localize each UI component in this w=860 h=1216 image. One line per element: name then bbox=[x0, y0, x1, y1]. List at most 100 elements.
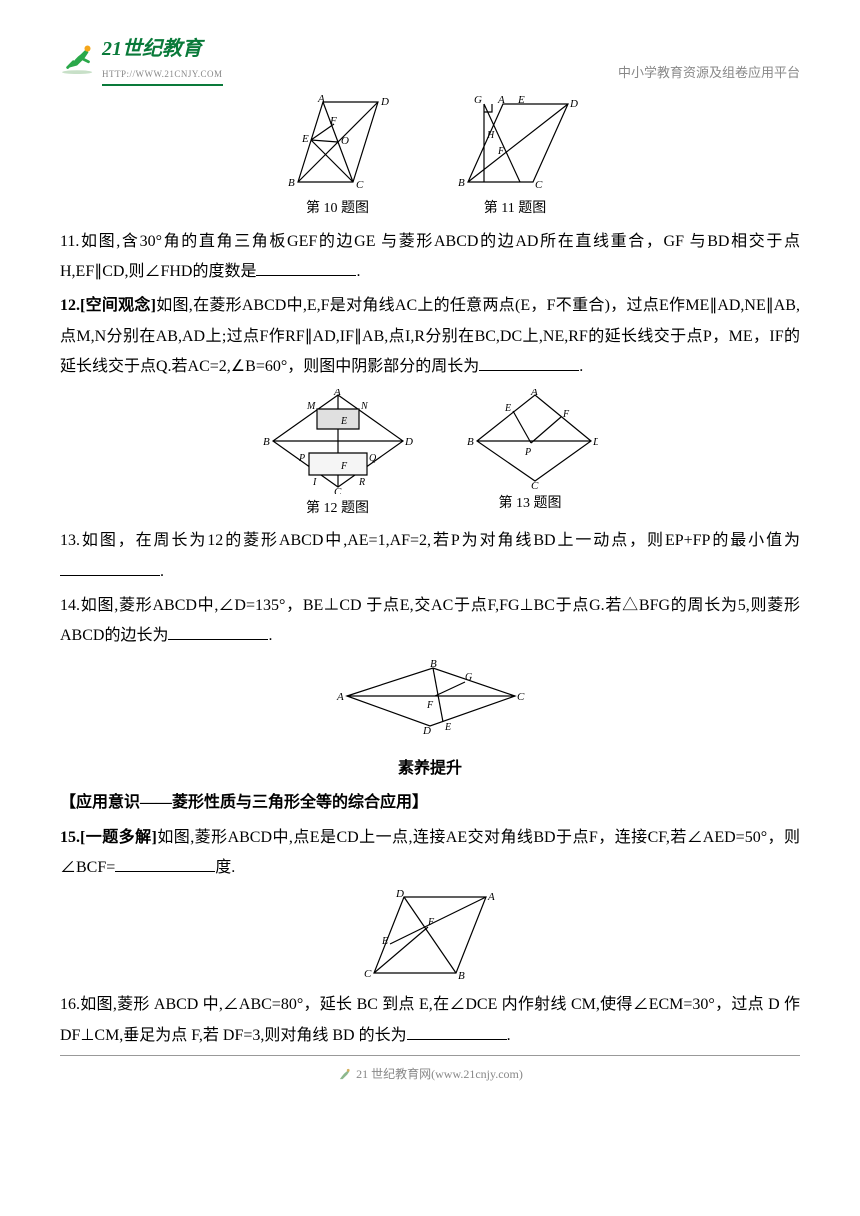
question-15: 15.[一题多解]如图,菱形ABCD中,点E是CD上一点,连接AE交对角线BD于… bbox=[60, 823, 800, 884]
svg-text:D: D bbox=[422, 725, 431, 737]
figure-10: A D B C E F O 第 10 题图 bbox=[278, 94, 398, 223]
svg-text:M: M bbox=[306, 401, 316, 412]
q12-end: . bbox=[579, 358, 583, 375]
question-16: 16.如图,菱形 ABCD 中,∠ABC=80°，延长 BC 到点 E,在∠DC… bbox=[60, 990, 800, 1051]
svg-text:C: C bbox=[531, 480, 539, 489]
svg-text:D: D bbox=[395, 889, 404, 900]
question-14: 14.如图,菱形ABCD中,∠D=135°，BE⊥CD 于点E,交AC于点F,F… bbox=[60, 591, 800, 652]
figure-13: A D B C E F P 第 13 题图 bbox=[463, 389, 598, 523]
runner-icon bbox=[60, 41, 98, 75]
logo: 21世纪教育 HTTP://WWW.21CNJY.COM bbox=[60, 30, 223, 86]
logo-main-text: 21世纪教育 bbox=[102, 30, 223, 68]
section-title: 素养提升 bbox=[60, 754, 800, 784]
q14-blank bbox=[168, 624, 268, 640]
svg-text:A: A bbox=[487, 891, 495, 903]
figure-row-10-11: A D B C E F O 第 10 题图 A E D B C G H F bbox=[60, 94, 800, 223]
svg-text:D: D bbox=[404, 436, 413, 448]
figure-11-caption: 第 11 题图 bbox=[484, 196, 546, 223]
q14-end: . bbox=[268, 627, 272, 644]
figure-10-svg: A D B C E F O bbox=[278, 94, 398, 194]
q11-end: . bbox=[356, 263, 360, 280]
svg-text:A: A bbox=[317, 94, 325, 105]
svg-text:E: E bbox=[381, 936, 388, 947]
svg-text:E: E bbox=[444, 722, 451, 733]
footer-divider bbox=[60, 1055, 800, 1056]
figure-row-12-13: A D B C M N E P Q F I R 第 12 题图 A D B C bbox=[60, 389, 800, 523]
svg-text:E: E bbox=[340, 416, 347, 427]
figure-12-svg: A D B C M N E P Q F I R bbox=[263, 389, 413, 494]
svg-text:C: C bbox=[334, 486, 342, 494]
q16-blank bbox=[407, 1024, 507, 1040]
svg-text:G: G bbox=[465, 672, 472, 683]
svg-text:B: B bbox=[458, 970, 465, 982]
svg-text:G: G bbox=[474, 94, 482, 106]
question-11: 11.如图,含30°角的直角三角板GEF的边GE 与菱形ABCD的边AD所在直线… bbox=[60, 227, 800, 288]
svg-text:D: D bbox=[380, 96, 389, 108]
svg-text:F: F bbox=[340, 461, 348, 472]
svg-text:P: P bbox=[298, 453, 305, 464]
svg-text:B: B bbox=[263, 436, 270, 448]
svg-text:C: C bbox=[364, 968, 372, 980]
svg-text:Q: Q bbox=[369, 453, 377, 464]
q12-tag: 12.[空间观念] bbox=[60, 297, 156, 314]
svg-text:F: F bbox=[329, 115, 337, 127]
svg-text:H: H bbox=[486, 130, 495, 141]
svg-text:A: A bbox=[530, 389, 538, 398]
svg-text:B: B bbox=[467, 436, 474, 448]
q13-text: 13.如图，在周长为12的菱形ABCD中,AE=1,AF=2,若P为对角线BD上… bbox=[60, 532, 800, 549]
svg-text:F: F bbox=[562, 409, 570, 420]
q11-blank bbox=[256, 260, 356, 276]
svg-text:A: A bbox=[333, 389, 341, 398]
footer-runner-icon bbox=[337, 1068, 352, 1081]
page-header: 21世纪教育 HTTP://WWW.21CNJY.COM 中小学教育资源及组卷应… bbox=[60, 30, 800, 86]
svg-text:N: N bbox=[360, 401, 369, 412]
svg-text:P: P bbox=[524, 447, 531, 458]
figure-14-svg: A B C D E F G bbox=[335, 658, 525, 738]
subsection-title: 【应用意识——菱形性质与三角形全等的综合应用】 bbox=[60, 788, 800, 818]
svg-text:C: C bbox=[356, 179, 364, 191]
svg-text:A: A bbox=[336, 691, 344, 703]
q12-text: 如图,在菱形ABCD中,E,F是对角线AC上的任意两点(E，F不重合)，过点E作… bbox=[60, 297, 800, 375]
q15-tag: 15.[一题多解] bbox=[60, 829, 157, 846]
q15-end: 度. bbox=[215, 859, 235, 876]
svg-text:D: D bbox=[592, 436, 598, 448]
q16-end: . bbox=[507, 1027, 511, 1044]
svg-text:D: D bbox=[569, 98, 578, 110]
figure-11-svg: A E D B C G H F bbox=[448, 94, 583, 194]
logo-text: 21世纪教育 HTTP://WWW.21CNJY.COM bbox=[102, 30, 223, 86]
q15-blank bbox=[115, 856, 215, 872]
question-12: 12.[空间观念]如图,在菱形ABCD中,E,F是对角线AC上的任意两点(E，F… bbox=[60, 291, 800, 382]
svg-text:F: F bbox=[426, 700, 434, 711]
figure-13-caption: 第 13 题图 bbox=[499, 491, 562, 518]
svg-text:I: I bbox=[312, 477, 317, 488]
svg-text:F: F bbox=[497, 146, 505, 157]
svg-text:O: O bbox=[341, 135, 349, 147]
svg-text:B: B bbox=[430, 658, 437, 670]
q12-blank bbox=[479, 355, 579, 371]
figure-14: A B C D E F G bbox=[60, 658, 800, 738]
footer-text: 21 世纪教育网(www.21cnjy.com) bbox=[356, 1067, 523, 1081]
footer-content: 21 世纪教育网(www.21cnjy.com) bbox=[337, 1059, 523, 1089]
q13-end: . bbox=[160, 563, 164, 580]
figure-12: A D B C M N E P Q F I R 第 12 题图 bbox=[263, 389, 413, 523]
svg-text:B: B bbox=[458, 177, 465, 189]
svg-text:E: E bbox=[517, 94, 525, 106]
figure-10-caption: 第 10 题图 bbox=[306, 196, 369, 223]
svg-text:B: B bbox=[288, 177, 295, 189]
header-right-text: 中小学教育资源及组卷应用平台 bbox=[618, 61, 800, 86]
logo-sub-text: HTTP://WWW.21CNJY.COM bbox=[102, 66, 223, 83]
svg-text:E: E bbox=[504, 403, 511, 414]
svg-text:C: C bbox=[535, 179, 543, 191]
svg-text:C: C bbox=[517, 691, 525, 703]
figure-15-svg: D A C B E F bbox=[360, 889, 500, 984]
figure-11: A E D B C G H F 第 11 题图 bbox=[448, 94, 583, 223]
page-footer: 21 世纪教育网(www.21cnjy.com) bbox=[0, 1055, 860, 1089]
figure-13-svg: A D B C E F P bbox=[463, 389, 598, 489]
question-13: 13.如图，在周长为12的菱形ABCD中,AE=1,AF=2,若P为对角线BD上… bbox=[60, 526, 800, 587]
q13-blank bbox=[60, 560, 160, 576]
svg-text:F: F bbox=[427, 917, 435, 928]
svg-text:R: R bbox=[358, 477, 365, 488]
q11-text: 11.如图,含30°角的直角三角板GEF的边GE 与菱形ABCD的边AD所在直线… bbox=[60, 233, 800, 280]
figure-15: D A C B E F bbox=[60, 889, 800, 984]
figure-12-caption: 第 12 题图 bbox=[306, 496, 369, 523]
